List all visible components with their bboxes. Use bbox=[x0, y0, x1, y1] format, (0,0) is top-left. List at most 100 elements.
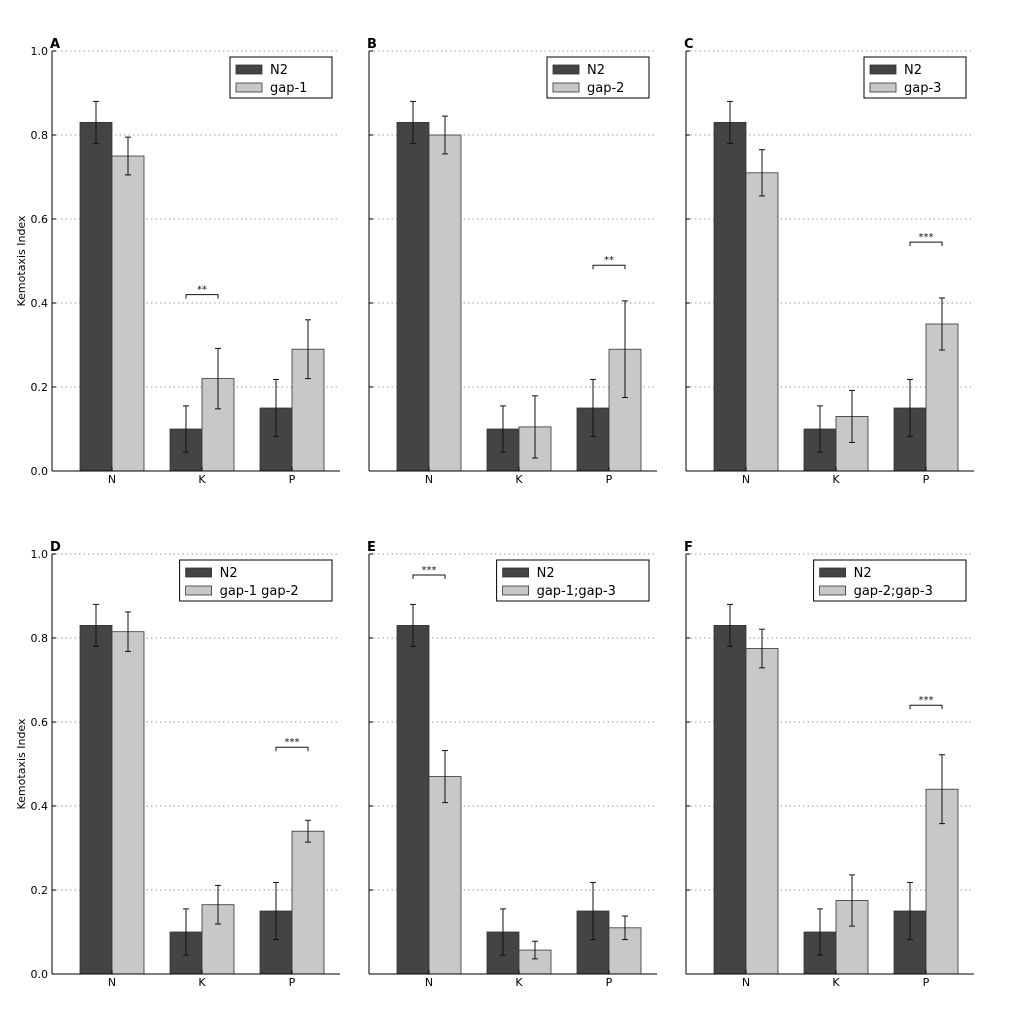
x-tick-label: K bbox=[515, 976, 523, 989]
bar bbox=[111, 631, 145, 975]
significance-label: *** bbox=[422, 565, 437, 576]
y-tick-label: 0.8 bbox=[31, 129, 49, 142]
significance-label: *** bbox=[285, 737, 300, 748]
x-tick-label: P bbox=[606, 976, 613, 989]
x-tick-label: N bbox=[425, 976, 433, 989]
chart-panel-c: *** N K P C N2 gap-3 bbox=[684, 37, 974, 486]
significance-bracket bbox=[592, 264, 626, 270]
y-tick-label: 1.0 bbox=[31, 45, 49, 58]
legend-label: N2 bbox=[854, 566, 872, 581]
significance-bracket bbox=[275, 746, 309, 752]
x-tick-label: P bbox=[289, 976, 296, 989]
y-tick-label: 1.0 bbox=[31, 548, 49, 561]
panel-label: B bbox=[367, 37, 377, 52]
bar bbox=[745, 172, 779, 472]
legend-label: N2 bbox=[537, 566, 555, 581]
x-tick-label: N bbox=[108, 473, 116, 486]
x-tick-label: K bbox=[198, 473, 206, 486]
x-tick-label: P bbox=[923, 976, 930, 989]
y-tick-label: 0.0 bbox=[31, 968, 49, 981]
significance-label: *** bbox=[919, 232, 934, 243]
bar bbox=[396, 122, 430, 472]
y-tick-label: 0.4 bbox=[31, 800, 49, 813]
significance-bracket bbox=[185, 294, 219, 299]
legend: N2 gap-1 gap-2 bbox=[179, 559, 333, 602]
x-tick-label: N bbox=[108, 976, 116, 989]
panel-label: F bbox=[684, 540, 693, 555]
x-tick-label: K bbox=[515, 473, 523, 486]
legend: N2 gap-2 bbox=[546, 56, 650, 99]
x-tick-label: K bbox=[832, 473, 840, 486]
y-tick-label: 0.8 bbox=[31, 632, 49, 645]
legend-label: gap-3 bbox=[904, 81, 941, 96]
y-tick-label: 0.0 bbox=[31, 465, 49, 478]
x-tick-label: N bbox=[742, 976, 750, 989]
legend-swatch bbox=[819, 567, 846, 578]
panel-label: E bbox=[367, 540, 376, 555]
x-tick-label: K bbox=[832, 976, 840, 989]
chart-panel-b: ** N K P B N2 gap-2 bbox=[367, 37, 657, 486]
significance-bracket bbox=[412, 574, 446, 579]
legend: N2 gap-2;gap-3 bbox=[813, 559, 967, 602]
legend-label: gap-1 bbox=[270, 81, 307, 96]
bar bbox=[396, 625, 430, 975]
legend-label: N2 bbox=[904, 63, 922, 78]
panel-label: A bbox=[50, 37, 60, 52]
bar bbox=[79, 122, 113, 472]
legend-swatch bbox=[552, 64, 580, 75]
legend-label: gap-2 bbox=[587, 81, 624, 96]
legend-swatch bbox=[819, 585, 846, 596]
y-axis-title: Kemotaxis Index bbox=[15, 718, 28, 809]
legend-label: gap-1 gap-2 bbox=[220, 584, 299, 599]
legend-label: gap-1;gap-3 bbox=[537, 584, 616, 599]
bar bbox=[745, 648, 779, 975]
legend-label: N2 bbox=[587, 63, 605, 78]
legend-swatch bbox=[869, 64, 897, 75]
x-tick-label: P bbox=[289, 473, 296, 486]
y-axis-title: Kemotaxis Index bbox=[15, 215, 28, 306]
legend: N2 gap-3 bbox=[863, 56, 967, 99]
chart-panel-d: *** 0.0 0.2 0.4 0.6 0.8 1.0 N K P Kemotaxis Index D… bbox=[15, 540, 340, 989]
legend: N2 gap-1;gap-3 bbox=[496, 559, 650, 602]
bar bbox=[713, 122, 747, 472]
chart-panel-a: ** 0.0 0.2 0.4 0.6 0.8 1.0 N K P Kemotaxis Index A N… bbox=[15, 37, 340, 486]
bar bbox=[291, 830, 325, 975]
bar bbox=[111, 155, 145, 472]
chart-panel-e: *** N K P E N2 gap-1;gap-3 bbox=[367, 540, 657, 989]
y-tick-label: 0.2 bbox=[31, 381, 49, 394]
panel-label: C bbox=[684, 37, 694, 52]
y-tick-label: 0.4 bbox=[31, 297, 49, 310]
x-tick-label: P bbox=[606, 473, 613, 486]
y-tick-label: 0.6 bbox=[31, 213, 49, 226]
legend-label: gap-2;gap-3 bbox=[854, 584, 933, 599]
x-tick-label: N bbox=[742, 473, 750, 486]
significance-bracket bbox=[909, 704, 943, 710]
x-tick-label: P bbox=[923, 473, 930, 486]
significance-label: *** bbox=[919, 695, 934, 706]
legend-swatch bbox=[185, 567, 213, 578]
bar bbox=[428, 776, 462, 975]
bar bbox=[79, 625, 113, 975]
y-tick-label: 0.6 bbox=[31, 716, 49, 729]
legend-swatch bbox=[869, 82, 897, 93]
chart-panel-f: *** N K P F N2 gap-2;gap-3 bbox=[684, 540, 974, 989]
x-tick-label: N bbox=[425, 473, 433, 486]
panel-label: D bbox=[50, 540, 61, 555]
legend-swatch bbox=[502, 567, 530, 578]
bar bbox=[428, 134, 462, 472]
legend-label: N2 bbox=[220, 566, 238, 581]
legend-swatch bbox=[235, 82, 263, 93]
significance-label: ** bbox=[197, 285, 207, 296]
significance-label: ** bbox=[604, 255, 614, 266]
bar bbox=[713, 625, 747, 975]
legend-label: N2 bbox=[270, 63, 288, 78]
legend: N2 gap-1 bbox=[229, 56, 333, 99]
legend-swatch bbox=[185, 585, 213, 596]
legend-swatch bbox=[502, 585, 530, 596]
legend-swatch bbox=[552, 82, 580, 93]
y-tick-label: 0.2 bbox=[31, 884, 49, 897]
x-tick-label: K bbox=[198, 976, 206, 989]
significance-bracket bbox=[909, 241, 943, 247]
legend-swatch bbox=[235, 64, 263, 75]
